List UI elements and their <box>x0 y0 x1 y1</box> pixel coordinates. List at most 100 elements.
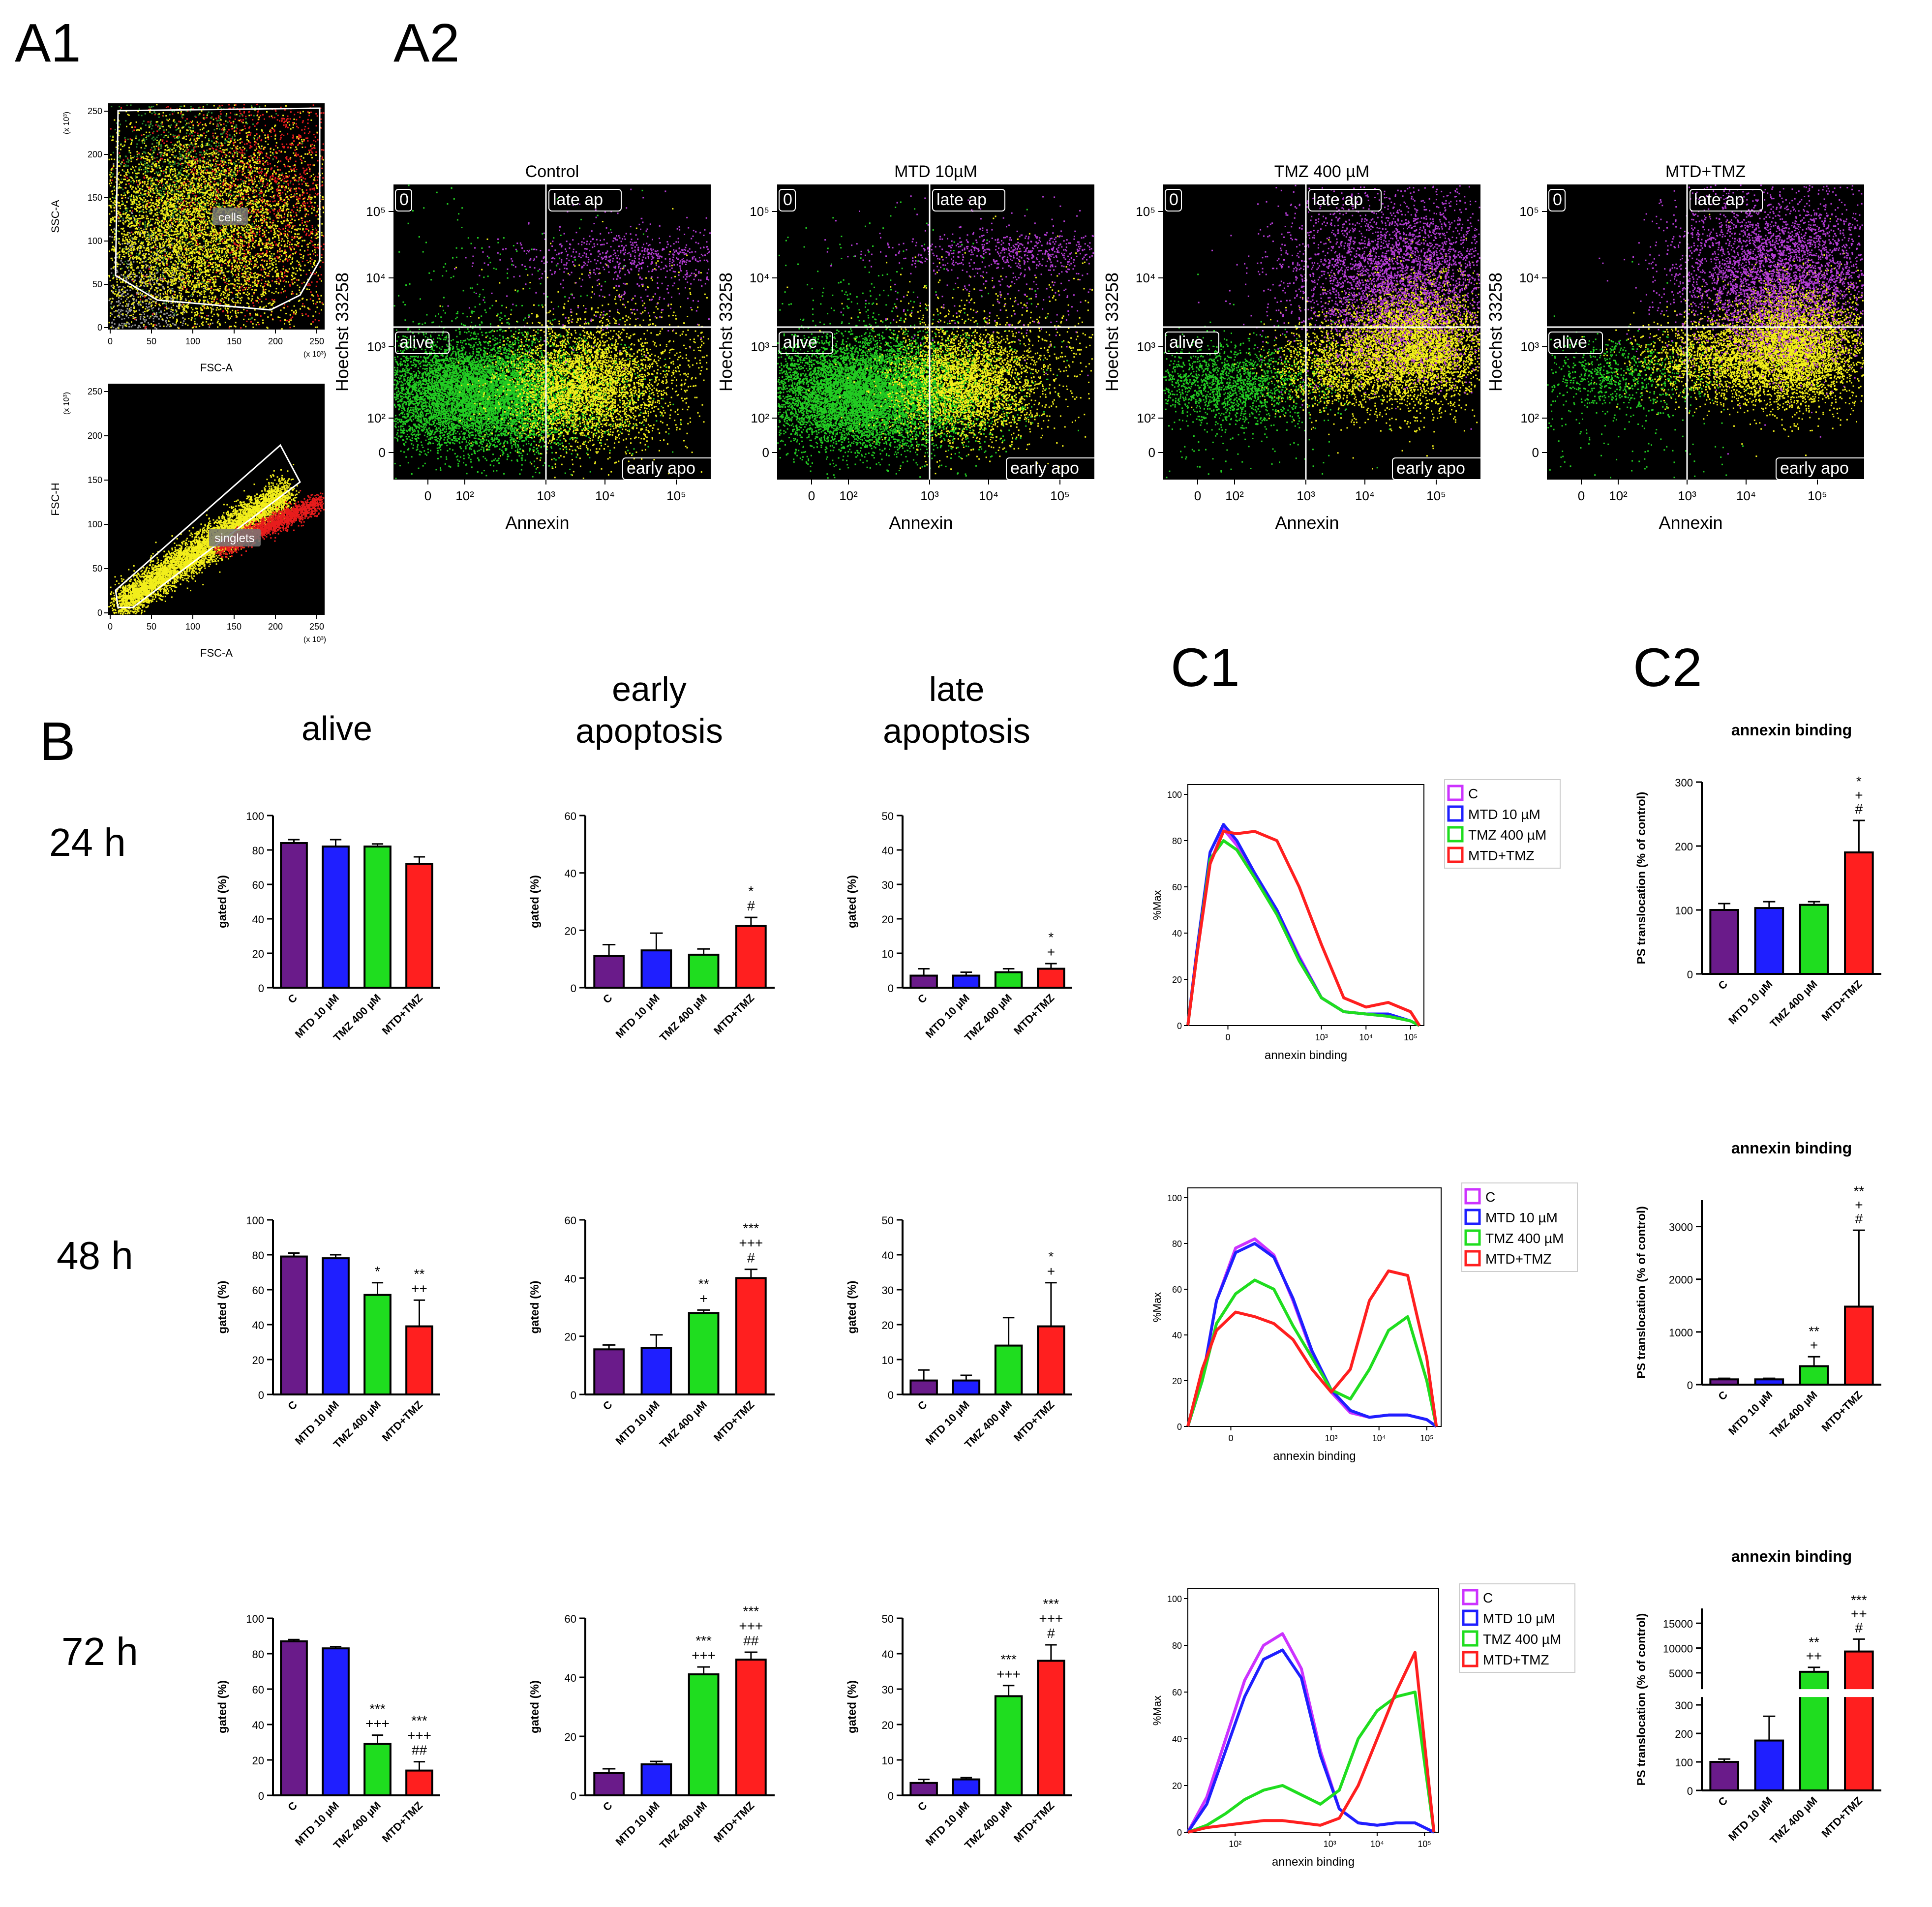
gate-label: singlets <box>214 532 254 545</box>
quadrant-label-bottom-right-box <box>1392 457 1484 480</box>
bar <box>735 1277 767 1395</box>
axis-unit: (x 10³) <box>303 350 326 359</box>
y-tick-label: 0 <box>888 982 894 995</box>
chart-title: annexin binding <box>1731 721 1852 739</box>
x-tick-label: 10³ <box>537 488 555 503</box>
bar <box>280 842 308 989</box>
x-tick-label: 10⁴ <box>1359 1032 1373 1042</box>
bar <box>1844 1305 1874 1386</box>
y-tick-label: 20 <box>1172 1376 1182 1386</box>
legend-swatch <box>1462 1630 1479 1647</box>
y-tick-label: 0 <box>258 982 264 995</box>
quadrant-label-top-left: 0 <box>1553 190 1562 209</box>
y-tick-label: 10 <box>882 948 894 960</box>
y-axis-label: PS translocation (% of control) <box>1635 792 1648 965</box>
gate-label-box <box>209 529 261 546</box>
y-tick-label: 2000 <box>1669 1274 1693 1286</box>
y-axis-label: PS translocation (% of control) <box>1635 1206 1648 1379</box>
quadrant-label-top-left-box <box>1548 189 1566 212</box>
histogram-C1-24h: 0 20 40 60 80 100 0 10³ 10⁴ 10⁵ annexin binding %Ma… <box>1151 779 1561 1062</box>
y-tick-label: 20 <box>252 948 264 960</box>
y-tick-label: 0 <box>1687 1785 1693 1797</box>
bar <box>280 1640 308 1797</box>
y-tick-label: 20 <box>565 925 576 937</box>
category-label: MTD 10 µM <box>1726 978 1775 1027</box>
y-tick-label: 60 <box>1172 1688 1182 1697</box>
significance-mark: + <box>1810 1337 1818 1353</box>
y-tick-label: 15000 <box>1663 1618 1693 1630</box>
y-tick-label: 0 <box>97 323 102 333</box>
bar <box>1037 1660 1065 1796</box>
bar <box>322 1257 350 1396</box>
category-label: TMZ 400 µM <box>657 1398 709 1451</box>
scatter-dots <box>1166 273 1390 479</box>
significance-mark: *** <box>695 1633 712 1648</box>
bar <box>363 1743 392 1797</box>
y-tick-label: 10² <box>751 411 769 425</box>
bar <box>952 974 981 989</box>
x-tick-label: 0 <box>424 488 431 503</box>
significance-mark: ** <box>1853 1183 1864 1199</box>
quadrant-label-bottom-left: alive <box>399 333 434 352</box>
bar <box>405 863 433 989</box>
x-tick-label: 150 <box>227 622 242 632</box>
axis-label: FSC-H <box>49 483 61 515</box>
y-tick-label: 0 <box>258 1389 264 1401</box>
bar <box>688 953 720 989</box>
significance-mark: +++ <box>996 1666 1021 1682</box>
category-label: TMZ 400 µM <box>1767 1794 1819 1846</box>
axis-label: FSC-A <box>200 647 233 659</box>
x-tick-label: 10⁵ <box>1808 488 1827 503</box>
y-tick-label: 80 <box>252 1249 264 1262</box>
legend-swatch <box>1464 1188 1481 1205</box>
y-tick-label: 20 <box>252 1755 264 1767</box>
legend-label: C <box>1468 786 1478 801</box>
category-label: C <box>915 1799 930 1814</box>
quadrant-label-top-right: late ap <box>1313 190 1363 209</box>
y-tick-label: 5000 <box>1669 1667 1693 1680</box>
y-tick-label: 300 <box>1675 777 1693 789</box>
legend-box <box>1461 1182 1578 1272</box>
y-axis-label: gated (%) <box>528 875 542 928</box>
axis-label: Hoechst 33258 <box>332 272 352 392</box>
bar <box>1037 1325 1065 1396</box>
category-label: MTD 10 µM <box>1726 1794 1775 1843</box>
a2-plot-title: MTD 10µM <box>894 162 977 181</box>
y-tick-label: 20 <box>252 1354 264 1366</box>
x-tick-label: 10⁵ <box>1420 1433 1433 1443</box>
legend-swatch <box>1464 1229 1481 1246</box>
bar <box>688 1673 720 1796</box>
significance-mark: +++ <box>692 1648 716 1663</box>
scatter-dots <box>1198 184 1480 430</box>
x-tick-label: 50 <box>147 622 156 632</box>
y-tick-label: 10⁵ <box>750 204 769 219</box>
quadrant-label-top-right-box <box>1690 189 1763 212</box>
a2-plot-title: TMZ 400 µM <box>1274 162 1369 181</box>
histogram-line <box>1186 823 1420 1027</box>
y-tick-label: 40 <box>252 1319 264 1332</box>
row-label-72h: 72 h <box>61 1630 138 1673</box>
y-tick-label: 10³ <box>751 339 769 354</box>
scatter-dots <box>108 151 234 330</box>
legend-label: MTD+TMZ <box>1483 1652 1549 1667</box>
bar <box>1844 1650 1874 1792</box>
y-tick-label: 40 <box>882 1249 894 1262</box>
y-tick-label: 10⁵ <box>1136 204 1155 219</box>
x-tick-label: 250 <box>309 336 324 346</box>
y-tick-label: 0 <box>1177 1422 1182 1432</box>
y-tick-label: 100 <box>246 810 264 822</box>
y-tick-label: 50 <box>882 1214 894 1227</box>
gate-label: cells <box>218 211 242 224</box>
histogram-line <box>1186 1648 1435 1834</box>
legend-swatch <box>1462 1651 1479 1667</box>
x-tick-label: 10² <box>455 488 474 503</box>
category-label: TMZ 400 µM <box>657 1799 709 1851</box>
histogram-C1-72h: 0 20 40 60 80 100 10² 10³ 10⁴ 10⁵ annexin binding%… <box>1151 1583 1575 1869</box>
legend-swatch <box>1447 847 1464 863</box>
significance-mark: *** <box>411 1713 427 1728</box>
significance-mark: *** <box>1851 1592 1867 1607</box>
legend-label: C <box>1483 1590 1493 1605</box>
panel-label-a2: A2 <box>393 13 460 73</box>
